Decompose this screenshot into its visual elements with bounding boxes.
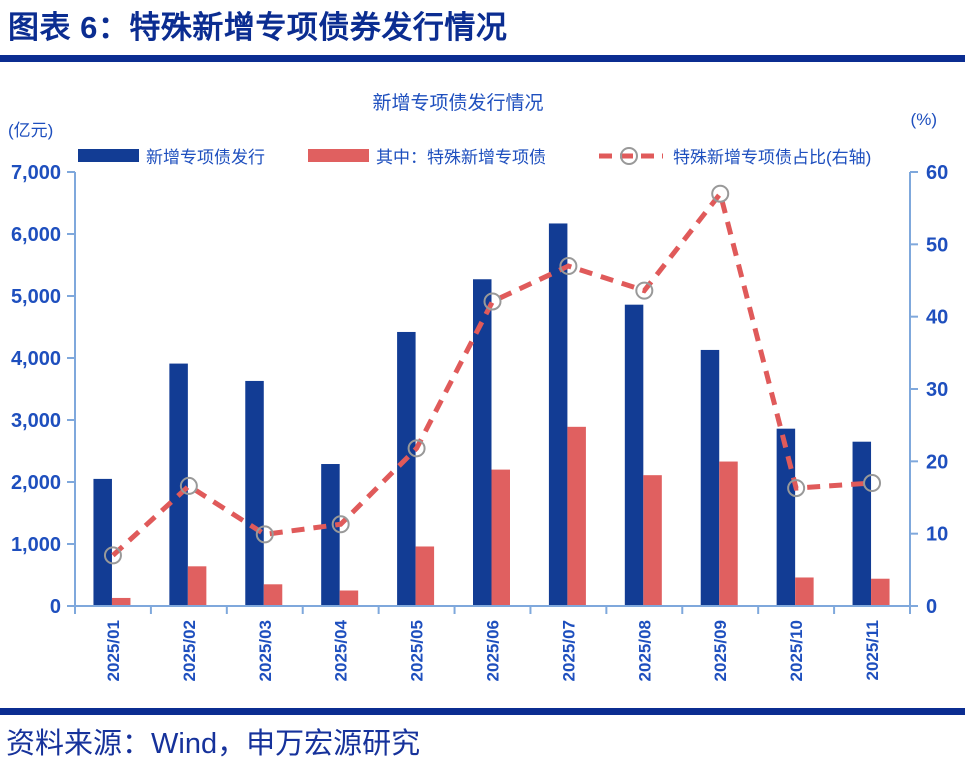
ratio-line-marker [863,474,882,493]
x-axis-category-label: 2025/06 [484,620,503,681]
ratio-line-marker [407,439,426,458]
source-text: 资料来源：Wind，申万宏源研究 [6,728,421,760]
bar-special-new-special-bond [871,578,890,606]
ratio-line-marker [179,476,198,495]
header-rule [0,55,965,62]
chart-plot: 0 1,000 2,000 3,000 4,000 5,000 6,000 7,000 0 10 2… [11,162,948,681]
bar-special-new-special-bond [187,566,207,606]
right-axis-tick-label: 20 [926,451,948,473]
bar-special-new-special-bond [263,584,283,606]
bar-new-special-bond [93,478,112,606]
bar-new-special-bond [473,279,492,606]
bar-special-new-special-bond [111,597,131,606]
left-axis-tick-label: 6,000 [11,224,61,246]
right-axis-unit-label: (%) [910,110,937,129]
bar-special-new-special-bond [719,461,738,606]
bar-new-special-bond [776,428,796,606]
bar-special-new-special-bond [567,426,586,606]
bar-special-new-special-bond [795,577,814,606]
ratio-line-marker [559,257,578,276]
right-axis-tick-label: 60 [926,162,948,184]
ratio-line-marker [483,292,502,311]
bar-new-special-bond [700,349,720,606]
legend-item-ratio-line: 特殊新增专项债占比(右轴) [596,143,871,168]
legend-item-special-new-special-bond: 其中：特殊新增专项债 [308,143,546,168]
x-axis-category-label: 2025/07 [559,620,578,681]
left-axis-tick-label: 1,000 [11,534,61,556]
legend-item-new-special-bond: 新增专项债发行 [78,143,265,168]
chart-legend: 新增专项债发行 其中：特殊新增专项债 特殊新增专项债占比(右轴) [0,143,965,169]
x-axis-category-label: 2025/11 [863,620,882,681]
bar-new-special-bond [624,304,644,606]
legend-label: 其中：特殊新增专项债 [376,148,546,167]
bar-new-special-bond [852,441,872,606]
left-axis-tick-label: 7,000 [11,162,61,184]
ratio-dashed-line [111,188,873,558]
x-axis-category-label: 2025/04 [332,619,351,681]
bar-special-new-special-bond [339,590,359,606]
ratio-line-marker [103,546,122,565]
left-axis-tick-label: 5,000 [11,286,61,308]
left-axis-tick-label: 3,000 [11,410,61,432]
x-axis-category-label: 2025/09 [711,620,730,681]
bar-special-new-special-bond [643,475,662,606]
left-axis-tick-label: 0 [50,596,61,618]
footer-rule [0,708,965,715]
ratio-line-marker [635,281,654,300]
legend-dashed-line-icon [599,146,663,165]
right-axis-tick-label: 0 [926,596,937,618]
legend-label: 新增专项债发行 [146,148,265,167]
bar-special-new-special-bond [491,469,510,606]
x-axis-category-label: 2025/05 [408,620,427,681]
right-axis-tick-label: 30 [926,379,948,401]
right-axis-tick-label: 50 [926,234,948,256]
left-axis-unit-label: (亿元) [8,121,54,140]
bar-new-special-bond [169,363,188,606]
right-axis-tick-label: 10 [926,524,948,546]
ratio-line-marker [331,515,350,534]
legend-label: 特殊新增专项债占比(右轴) [673,148,872,167]
chart-title: 新增专项债发行情况 [372,93,544,114]
ratio-line-marker [787,479,806,498]
legend-swatch-blue-bar [78,149,139,162]
left-axis-tick-label: 2,000 [11,472,61,494]
bar-new-special-bond [548,223,568,606]
x-axis-category-label: 2025/10 [787,620,806,681]
legend-swatch-red-bar [308,149,369,162]
x-axis-category-label: 2025/03 [256,620,275,681]
x-axis-category-label: 2025/01 [104,620,123,681]
bar-new-special-bond [397,331,416,606]
ratio-line-marker [255,525,274,544]
x-axis-category-label: 2025/08 [635,620,654,681]
right-axis-tick-label: 40 [926,307,948,329]
figure-title: 图表 6：特殊新增专项债券发行情况 [8,10,508,45]
bar-new-special-bond [245,380,264,606]
bar-new-special-bond [321,464,340,606]
bar-special-new-special-bond [415,546,435,606]
x-axis-category-label: 2025/02 [180,620,199,681]
ratio-line-marker [711,184,730,203]
left-axis-tick-label: 4,000 [11,348,61,370]
